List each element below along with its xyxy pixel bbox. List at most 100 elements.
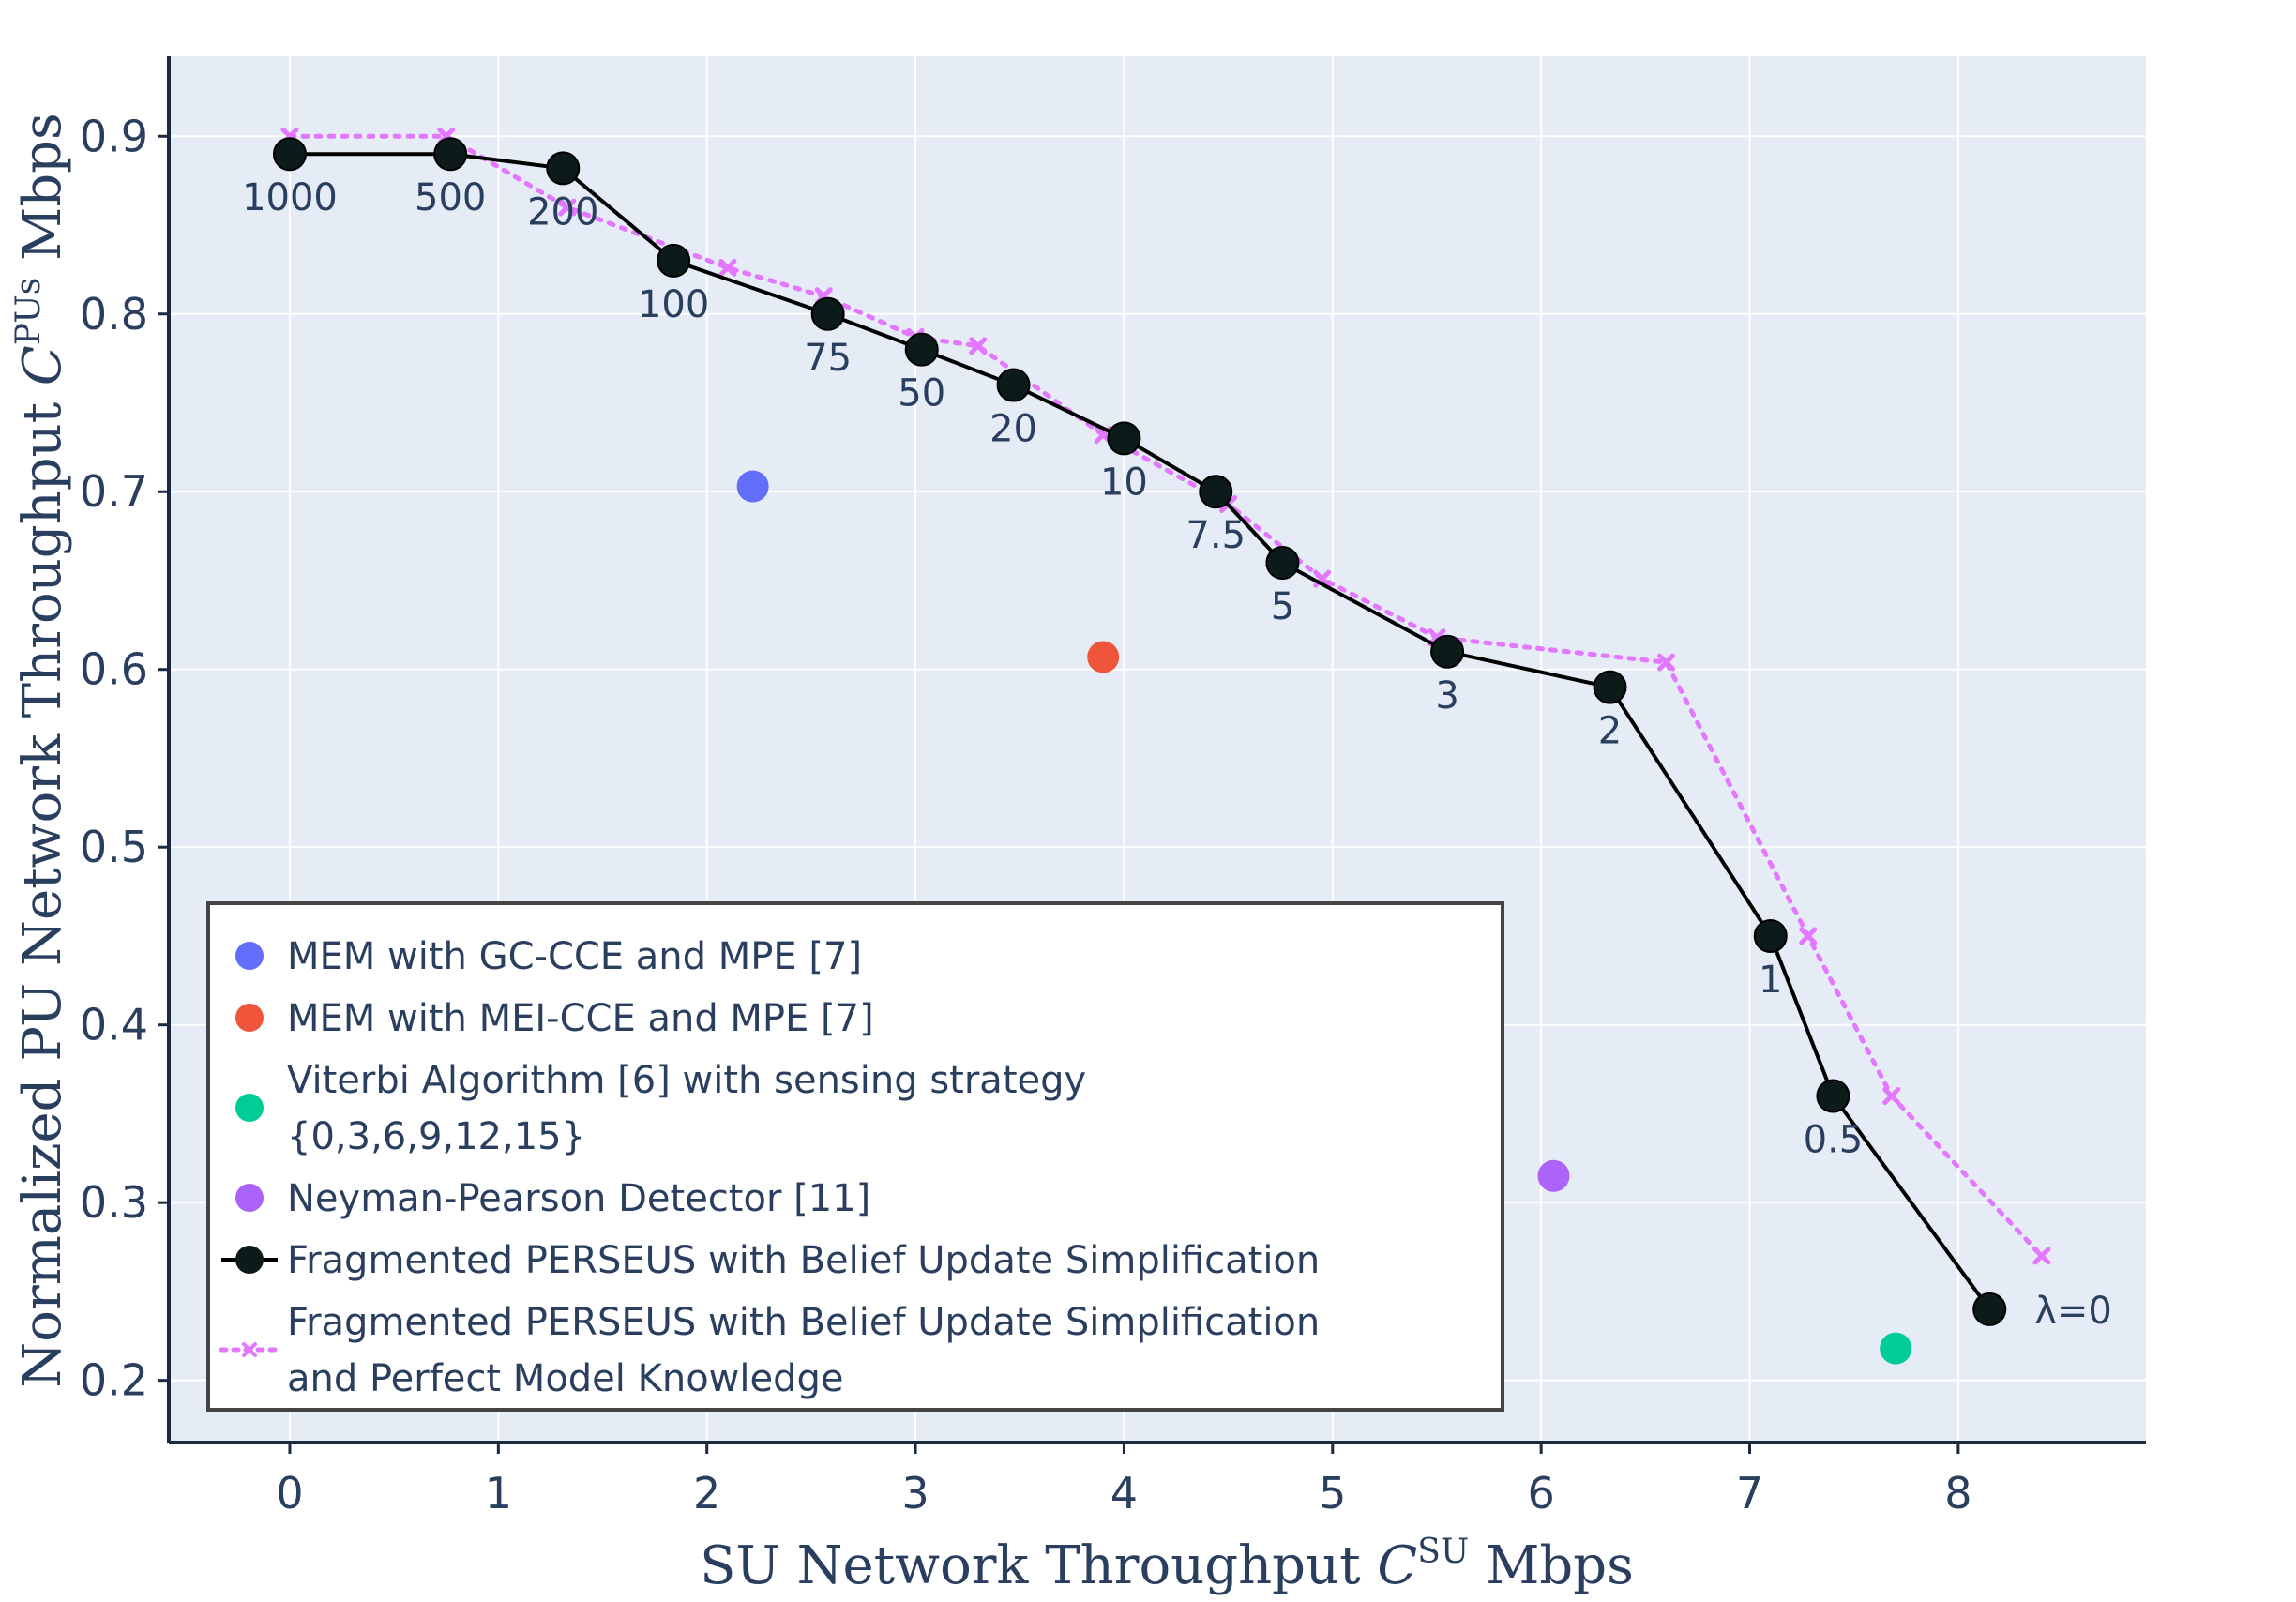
data-point <box>1753 918 1788 953</box>
series-0 <box>736 470 769 503</box>
legend-label: MEM with GC-CCE and MPE [7] <box>287 935 862 978</box>
x-tick-label: 1 <box>485 1468 512 1519</box>
y-axis-title-math: C <box>12 345 73 385</box>
x-axis-title-text: SU Network Throughput <box>700 1535 1361 1596</box>
point-label: 3 <box>1435 674 1458 718</box>
data-point <box>1087 641 1120 673</box>
y-tick-labels: 0.2 0.3 0.4 0.5 0.6 0.7 0.8 0.9 <box>80 111 148 1405</box>
point-label: 0.5 <box>1804 1119 1864 1162</box>
legend-swatch <box>235 1094 264 1122</box>
series-2 <box>1880 1332 1912 1365</box>
point-label: 500 <box>415 176 486 219</box>
series-layer: 1000 500 200 100 75 50 20 10 7.5 5 3 2 1 0.5 λ=0 <box>242 127 2112 1365</box>
data-point <box>810 296 845 331</box>
y-tick-label: 0.3 <box>80 1177 148 1228</box>
y-tick-label: 0.2 <box>80 1355 148 1406</box>
data-point <box>1107 421 1141 456</box>
data-point <box>546 151 581 186</box>
series-4: 1000 500 200 100 75 50 20 10 7.5 5 3 2 1 0.5 λ=0 <box>242 137 2112 1333</box>
point-label: 10 <box>1100 461 1148 504</box>
legend-label: Fragmented PERSEUS with Belief Update Si… <box>287 1301 1320 1344</box>
legend-item-0: MEM with GC-CCE and MPE [7] <box>235 935 862 978</box>
data-point <box>1593 670 1627 704</box>
legend-item-4: Fragmented PERSEUS with Belief Update Si… <box>221 1239 1320 1282</box>
legend-item-1: MEM with MEI-CCE and MPE [7] <box>235 997 874 1040</box>
data-point <box>1880 1332 1912 1365</box>
legend-item-3: Neyman-Pearson Detector [11] <box>235 1177 870 1220</box>
y-tick-label: 0.5 <box>80 822 148 872</box>
x-axis-title-math: C <box>1377 1535 1417 1596</box>
x-tick-label: 6 <box>1528 1468 1555 1519</box>
legend-swatch <box>242 1342 257 1357</box>
legend-label: and Perfect Model Knowledge <box>287 1357 844 1400</box>
data-point <box>969 337 988 355</box>
data-point <box>1972 1292 2007 1326</box>
x-tick-label: 7 <box>1736 1468 1763 1519</box>
axes <box>158 56 2146 1454</box>
legend-swatch <box>235 1184 264 1212</box>
y-axis-title-unit: Mbps <box>12 113 73 261</box>
series-3 <box>1537 1159 1570 1192</box>
data-point <box>272 137 307 172</box>
point-label: 1000 <box>242 176 338 219</box>
point-label: 5 <box>1271 585 1294 628</box>
data-point <box>718 258 737 277</box>
legend: MEM with GC-CCE and MPE [7] MEM with MEI-… <box>206 901 1504 1412</box>
y-axis-title: Normalized PU Network Throughput CPUs Mb… <box>9 113 73 1388</box>
x-tick-label: 5 <box>1319 1468 1346 1519</box>
legend-label: Viterbi Algorithm [6] with sensing strat… <box>287 1059 1086 1102</box>
y-tick-label: 0.6 <box>80 644 148 695</box>
data-point <box>1799 927 1818 945</box>
legend-label: Neyman-Pearson Detector [11] <box>287 1177 870 1220</box>
point-label: 20 <box>989 408 1037 451</box>
x-tick-label: 3 <box>901 1468 929 1519</box>
y-axis-title-sup: PUs <box>9 278 48 345</box>
data-point <box>1882 1087 1901 1105</box>
y-tick-label: 0.9 <box>80 111 148 161</box>
point-label: 1 <box>1759 959 1782 1002</box>
data-point <box>904 332 939 367</box>
point-label: 7.5 <box>1186 514 1246 557</box>
x-tick-label: 4 <box>1110 1468 1138 1519</box>
data-point <box>1816 1079 1850 1113</box>
legend-swatch <box>235 942 264 970</box>
point-label: 50 <box>898 372 945 416</box>
legend-item-2: Viterbi Algorithm [6] with sensing strat… <box>235 1059 1086 1158</box>
data-point <box>996 368 1031 402</box>
x-axis-title-sup: SU <box>1417 1533 1469 1571</box>
data-point <box>736 470 769 503</box>
x-tick-label: 8 <box>1944 1468 1971 1519</box>
data-point <box>657 243 691 278</box>
legend-box <box>206 901 1504 1412</box>
y-tick-label: 0.4 <box>80 1000 148 1050</box>
point-label: 2 <box>1598 710 1622 753</box>
x-axis-title: SU Network Throughput CSU Mbps <box>700 1533 1634 1596</box>
point-label: 100 <box>638 283 709 326</box>
x-tick-labels: 0 1 2 3 4 5 6 7 8 <box>276 1468 1971 1519</box>
point-label: 200 <box>527 190 598 234</box>
legend-label: Fragmented PERSEUS with Belief Update Si… <box>287 1239 1320 1282</box>
data-point <box>1657 653 1676 672</box>
data-point <box>1265 546 1300 581</box>
legend-label: {0,3,6,9,12,15} <box>287 1115 585 1158</box>
data-point <box>2032 1247 2051 1265</box>
data-point <box>1430 634 1465 669</box>
legend-item-5: Fragmented PERSEUS with Belief Update Si… <box>219 1301 1320 1400</box>
x-axis-title-unit: Mbps <box>1486 1535 1634 1596</box>
data-point <box>1537 1159 1570 1192</box>
y-axis-title-text: Normalized PU Network Throughput <box>12 401 73 1387</box>
legend-swatch <box>235 1004 264 1032</box>
legend-swatch <box>235 1246 264 1274</box>
point-label: 75 <box>804 337 852 380</box>
point-label: λ=0 <box>2034 1290 2112 1333</box>
x-tick-label: 2 <box>693 1468 720 1519</box>
y-tick-label: 0.8 <box>80 289 148 340</box>
data-point <box>1199 475 1233 509</box>
series-1 <box>1087 641 1120 673</box>
x-tick-label: 0 <box>276 1468 303 1519</box>
legend-label: MEM with MEI-CCE and MPE [7] <box>287 997 874 1040</box>
data-point <box>558 198 577 217</box>
data-point <box>433 137 468 172</box>
y-tick-label: 0.7 <box>80 466 148 517</box>
